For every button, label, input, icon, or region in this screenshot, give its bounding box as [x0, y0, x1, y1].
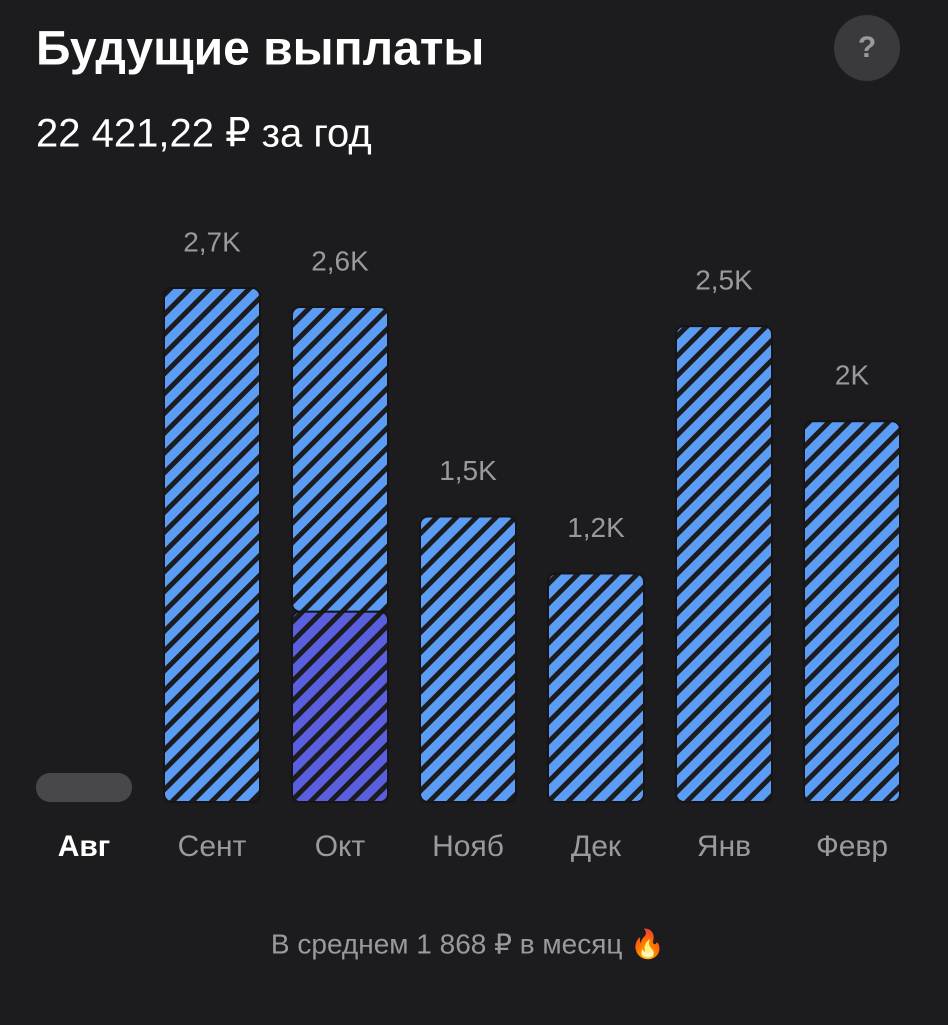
- x-tick-label: Авг: [58, 830, 111, 863]
- bar-segment: [803, 420, 901, 803]
- value-label: 2,5K: [695, 264, 753, 295]
- help-icon[interactable]: ?: [858, 31, 876, 64]
- x-tick-label: Дек: [571, 830, 622, 863]
- x-tick-label: Февр: [816, 830, 888, 863]
- value-label: 2,6K: [311, 245, 369, 276]
- value-label: 1,2K: [567, 512, 625, 543]
- x-tick-label: Окт: [315, 830, 366, 863]
- chart: Авг Сент 2,7K Окт 2,6K Нояб 1,5K Дек 1,2K Янв 2,5K…: [36, 226, 901, 863]
- x-tick-label: Янв: [697, 830, 751, 863]
- x-tick-label: Сент: [178, 830, 247, 863]
- placeholder-bar: [36, 773, 132, 802]
- bar-segment: [419, 515, 517, 803]
- value-label: 2K: [835, 360, 870, 391]
- value-label: 1,5K: [439, 455, 497, 486]
- bar-segment: [291, 306, 389, 613]
- help-button[interactable]: ?: [834, 15, 900, 81]
- subtitle: 22 421,22 ₽ за год: [36, 112, 372, 156]
- bar-segment: [163, 287, 261, 803]
- help-circle[interactable]: [834, 15, 900, 81]
- value-label: 2,7K: [183, 226, 241, 257]
- bar-segment: [675, 325, 773, 803]
- bar-segment: [547, 572, 645, 803]
- x-tick-label: Нояб: [432, 830, 504, 863]
- footer-text: В среднем 1 868 ₽ в месяц 🔥: [271, 927, 665, 960]
- title: Будущие выплаты: [36, 23, 484, 76]
- bar-segment: [291, 610, 389, 804]
